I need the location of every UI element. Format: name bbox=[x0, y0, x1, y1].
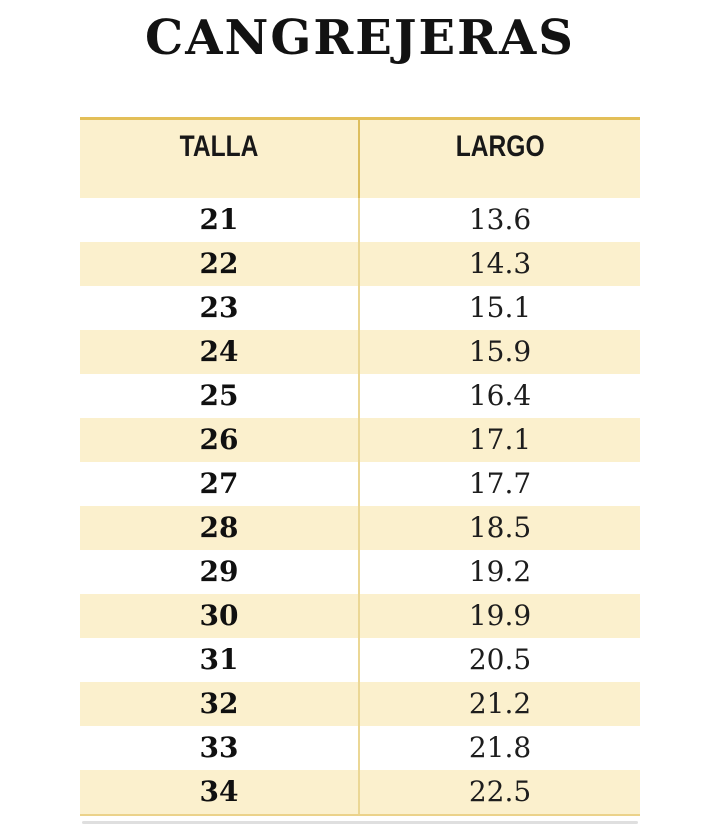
largo-cell: 17.1 bbox=[468, 423, 532, 456]
talla-cell: 30 bbox=[80, 594, 360, 638]
table-row: 33 21.8 bbox=[80, 726, 640, 770]
talla-cell: 24 bbox=[80, 330, 360, 374]
talla-cell: 26 bbox=[80, 418, 360, 462]
talla-cell: 21 bbox=[80, 198, 360, 242]
table-row: 23 15.1 bbox=[80, 286, 640, 330]
largo-cell: 22.5 bbox=[468, 775, 532, 808]
largo-cell: 20.5 bbox=[468, 643, 532, 676]
table-row: 31 20.5 bbox=[80, 638, 640, 682]
largo-cell: 13.6 bbox=[468, 203, 532, 236]
talla-cell: 22 bbox=[80, 242, 360, 286]
talla-cell: 27 bbox=[80, 462, 360, 506]
table-body: 21 13.6 22 14.3 23 15.1 24 15.9 25 16.4 … bbox=[80, 198, 640, 816]
table-row: 27 17.7 bbox=[80, 462, 640, 506]
column-header-largo: LARGO bbox=[360, 120, 640, 198]
table-row: 29 19.2 bbox=[80, 550, 640, 594]
table-row: 26 17.1 bbox=[80, 418, 640, 462]
table-row: 25 16.4 bbox=[80, 374, 640, 418]
largo-cell: 16.4 bbox=[468, 379, 532, 412]
table-row: 30 19.9 bbox=[80, 594, 640, 638]
column-header-talla-label: TALLA bbox=[179, 130, 259, 163]
largo-cell: 21.8 bbox=[468, 731, 532, 764]
talla-cell: 28 bbox=[80, 506, 360, 550]
talla-cell: 25 bbox=[80, 374, 360, 418]
table-row: 21 13.6 bbox=[80, 198, 640, 242]
largo-cell: 19.2 bbox=[468, 555, 532, 588]
largo-cell: 18.5 bbox=[468, 511, 532, 544]
talla-cell: 33 bbox=[80, 726, 360, 770]
largo-cell: 15.1 bbox=[468, 291, 532, 324]
talla-cell: 34 bbox=[80, 770, 360, 814]
largo-cell: 17.7 bbox=[468, 467, 532, 500]
column-header-talla: TALLA bbox=[80, 120, 360, 198]
talla-cell: 29 bbox=[80, 550, 360, 594]
largo-cell: 21.2 bbox=[468, 687, 532, 720]
largo-cell: 15.9 bbox=[468, 335, 532, 368]
table-row: 22 14.3 bbox=[80, 242, 640, 286]
largo-cell: 14.3 bbox=[468, 247, 532, 280]
talla-cell: 32 bbox=[80, 682, 360, 726]
talla-cell: 23 bbox=[80, 286, 360, 330]
table-row: 32 21.2 bbox=[80, 682, 640, 726]
bottom-divider-line bbox=[82, 821, 638, 824]
talla-cell: 31 bbox=[80, 638, 360, 682]
table-row: 34 22.5 bbox=[80, 770, 640, 814]
column-header-largo-label: LARGO bbox=[455, 130, 545, 163]
size-chart-table: TALLA LARGO 21 13.6 22 14.3 23 15.1 24 1… bbox=[80, 117, 640, 816]
table-row: 24 15.9 bbox=[80, 330, 640, 374]
table-header-row: TALLA LARGO bbox=[80, 117, 640, 198]
page-title: CANGREJERAS bbox=[145, 10, 575, 66]
table-row: 28 18.5 bbox=[80, 506, 640, 550]
largo-cell: 19.9 bbox=[468, 599, 532, 632]
